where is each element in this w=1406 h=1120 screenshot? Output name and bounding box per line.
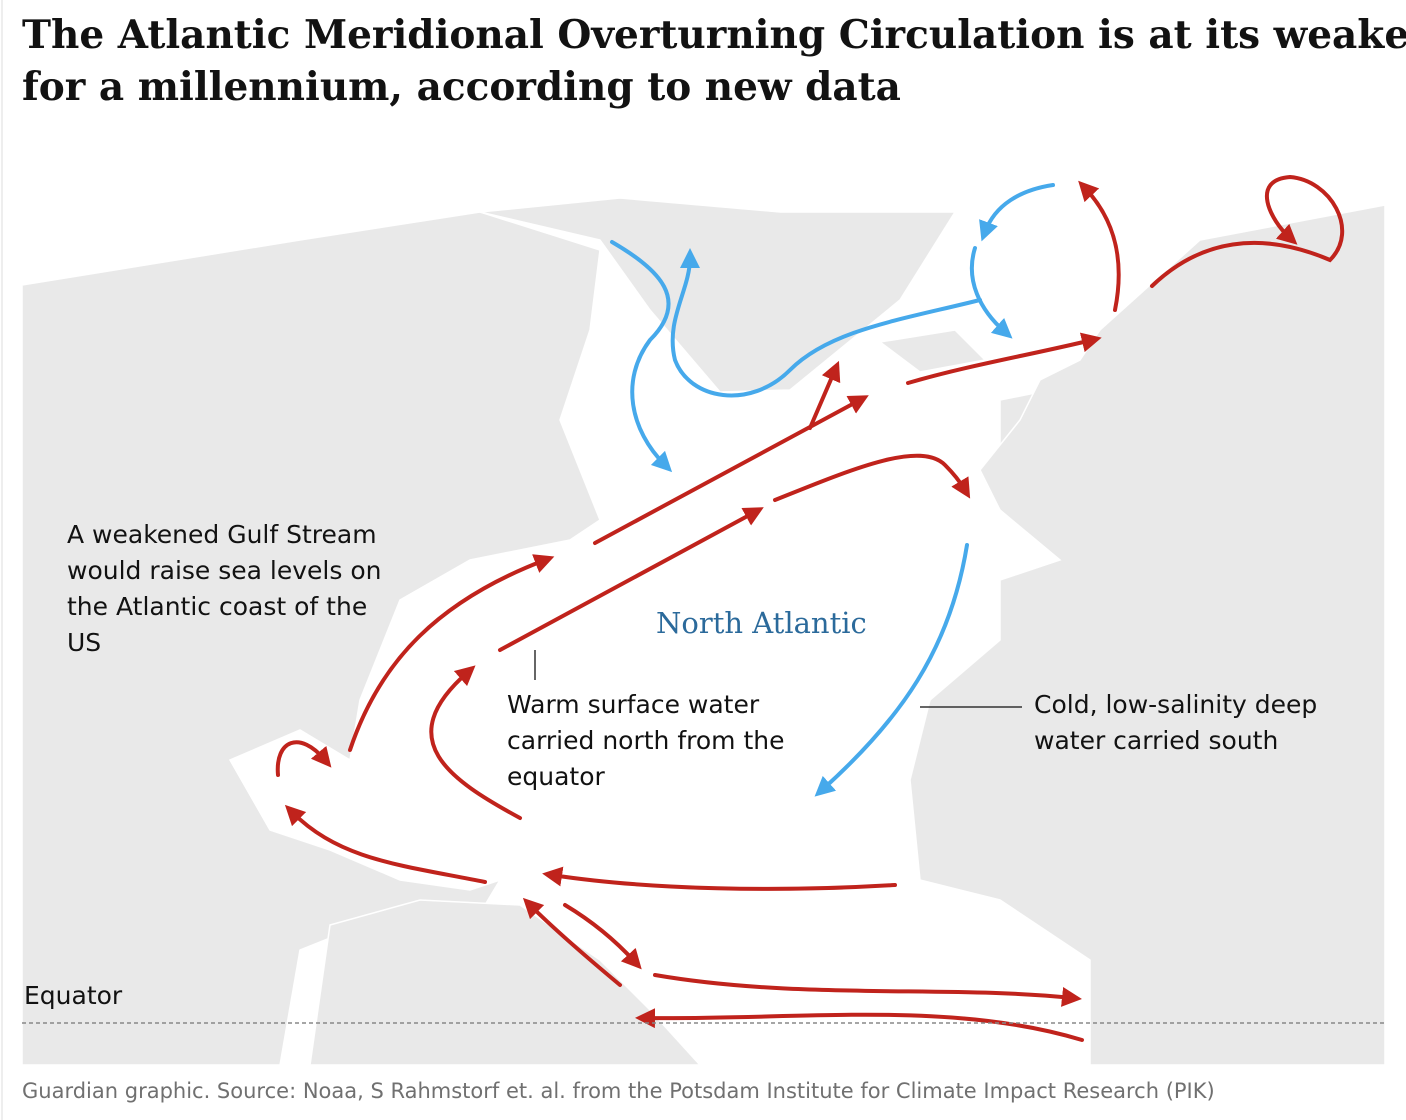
equator-label: Equator: [24, 981, 123, 1010]
title-line: for a millennium, according to new data: [22, 64, 901, 110]
annotation-line: Warm surface water: [507, 690, 760, 719]
current-arrow: [906, 332, 1102, 385]
current-arrow: [563, 903, 642, 970]
ocean-label: North Atlantic: [656, 606, 867, 640]
current-arrow: [814, 543, 969, 797]
title-line: The Atlantic Meridional Overturning Circ…: [22, 12, 1406, 58]
current-arrow: [275, 740, 332, 777]
map: [21, 197, 1386, 1066]
annotation-line: carried north from the: [507, 726, 785, 755]
current-arrow: [1150, 174, 1345, 288]
current-arrow: [610, 240, 673, 473]
current-arrow: [429, 665, 522, 820]
current-arrow: [1078, 180, 1121, 312]
iceland: [878, 329, 987, 373]
current-arrow: [593, 395, 869, 545]
current-arrow: [522, 897, 622, 987]
current-arrow: [808, 360, 841, 430]
current-arrow: [542, 866, 897, 891]
annotation-line: Cold, low-salinity deep: [1034, 690, 1317, 719]
current-arrow: [979, 183, 1055, 242]
annotation-line: US: [67, 628, 101, 657]
current-arrow: [773, 453, 971, 502]
greenland: [479, 197, 957, 393]
source: Guardian graphic. Source: Noaa, S Rahmst…: [22, 1079, 1215, 1103]
current-arrow: [635, 1008, 1084, 1042]
europe-africa: [909, 204, 1386, 1066]
annotation-line: would raise sea levels on: [67, 556, 381, 585]
annotation-line: the Atlantic coast of the: [67, 592, 367, 621]
annotation-line: A weakened Gulf Stream: [67, 520, 377, 549]
currents: [275, 174, 1345, 1042]
current-arrow: [284, 804, 487, 884]
annotation-line: water carried south: [1034, 726, 1278, 755]
current-arrow: [670, 248, 982, 398]
current-arrow: [498, 507, 764, 652]
annotation-line: equator: [507, 762, 606, 791]
current-arrow: [653, 973, 1082, 1007]
current-arrow: [348, 554, 555, 752]
annotations: A weakened Gulf Stream would raise sea le…: [67, 520, 1317, 791]
current-arrow: [969, 246, 1013, 339]
south-america: [309, 899, 702, 1066]
